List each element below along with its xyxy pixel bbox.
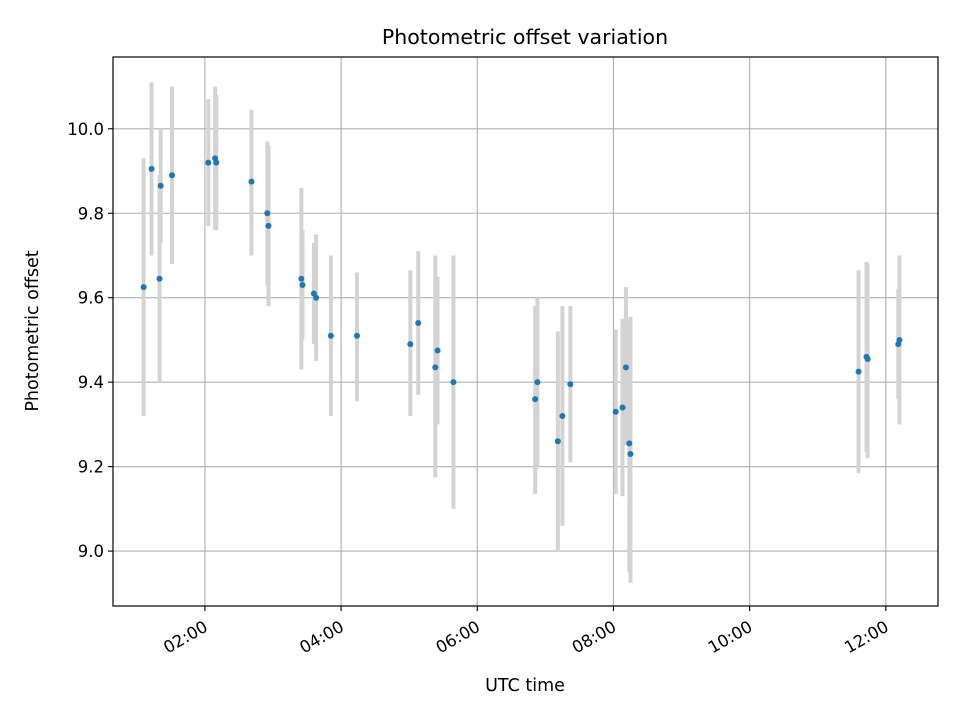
data-point <box>554 438 561 445</box>
data-point <box>627 450 634 457</box>
data-point <box>415 320 422 327</box>
data-point <box>612 408 619 415</box>
data-point <box>148 165 155 172</box>
data-point <box>264 210 271 217</box>
data-point <box>567 381 574 388</box>
data-point <box>864 355 871 362</box>
data-point <box>559 412 566 419</box>
y-axis: 9.0 9.2 9.4 9.6 9.8 10.0 <box>67 120 113 561</box>
data-point <box>213 159 220 166</box>
data-point <box>313 294 320 301</box>
y-tick-label: 10.0 <box>67 120 104 139</box>
chart-title: Photometric offset variation <box>382 25 668 49</box>
data-point <box>626 440 633 447</box>
plot-frame <box>112 56 939 607</box>
data-point <box>450 379 457 386</box>
data-point <box>205 159 212 166</box>
y-tick-label: 9.4 <box>78 373 104 392</box>
data-point <box>432 364 439 371</box>
y-tick-label: 9.2 <box>78 458 104 477</box>
y-axis-label: Photometric offset <box>23 250 43 411</box>
data-points <box>140 155 903 457</box>
y-tick-label: 9.0 <box>78 542 104 561</box>
data-point <box>327 332 334 339</box>
data-point <box>265 222 272 229</box>
data-point <box>140 284 147 291</box>
data-point <box>434 347 441 354</box>
grid <box>113 57 938 606</box>
y-tick-label: 9.8 <box>78 204 104 223</box>
data-point <box>169 172 176 179</box>
data-point <box>407 341 414 348</box>
x-axis-label: UTC time <box>485 676 565 696</box>
data-point <box>534 379 541 386</box>
data-point <box>298 275 305 282</box>
data-point <box>156 275 163 282</box>
data-point <box>896 336 903 343</box>
data-point <box>353 332 360 339</box>
y-tick-label: 9.6 <box>78 289 104 308</box>
data-point <box>532 396 539 403</box>
data-point <box>619 404 626 411</box>
data-point <box>622 364 629 371</box>
data-point <box>299 282 306 289</box>
data-point <box>248 178 255 185</box>
data-point <box>855 368 862 375</box>
data-point <box>157 182 164 189</box>
